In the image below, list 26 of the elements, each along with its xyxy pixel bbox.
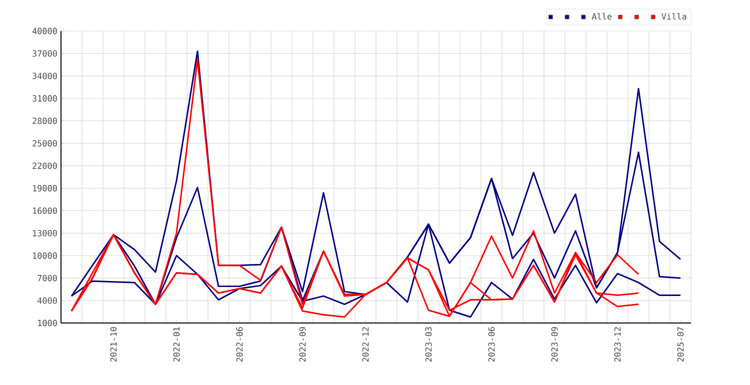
y-tick-label: 34000: [32, 72, 57, 80]
legend-label: Alle: [592, 13, 612, 20]
y-tick-label: 19000: [33, 185, 57, 192]
y-tick-label: 10000: [33, 252, 57, 259]
y-tick-label: 28000: [32, 118, 57, 124]
y-tick-label: 37000: [32, 50, 57, 57]
y-tick-label: 4000: [38, 297, 57, 304]
x-tick-label: 2023-12: [614, 327, 621, 362]
x-tick-label: 2025-07: [677, 327, 684, 362]
x-tick-label: 2022-09: [299, 327, 306, 362]
legend-label: Villa: [662, 13, 686, 20]
y-tick-label: 31000: [32, 95, 57, 102]
y-tick-label: 22000: [32, 162, 57, 169]
y-tick-label: 13000: [33, 230, 57, 236]
y-tick-label: 7000: [38, 274, 57, 282]
y-tick-label: 40000: [32, 28, 57, 34]
x-tick-label: 2022-12: [362, 327, 369, 362]
x-tick-label: 2021-10: [110, 327, 117, 362]
x-tick-label: 2023-03: [425, 327, 432, 362]
x-tick-label: 2023-06: [488, 327, 495, 362]
y-tick-label: 16000: [33, 207, 57, 214]
y-tick-label: 1000: [38, 320, 57, 326]
x-tick-label: 2022-01: [173, 327, 180, 362]
x-tick-label: 2022-06: [236, 327, 243, 362]
y-tick-label: 25000: [32, 140, 57, 147]
x-tick-label: 2023-09: [551, 327, 558, 362]
